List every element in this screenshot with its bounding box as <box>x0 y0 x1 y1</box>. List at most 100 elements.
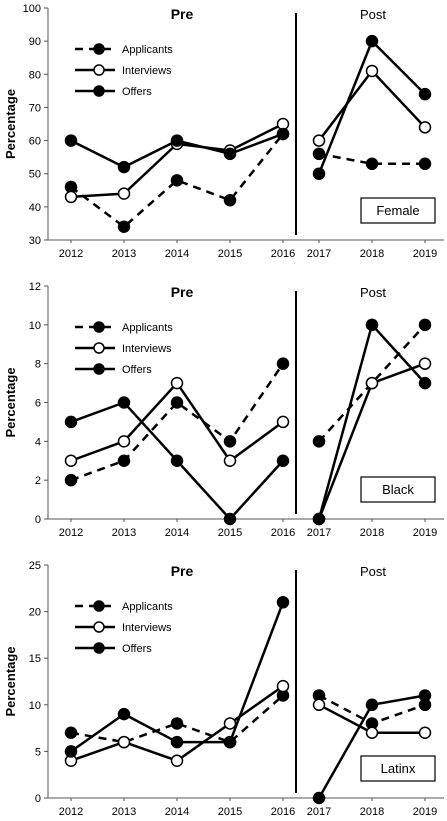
data-point-applicants-post <box>418 318 432 332</box>
data-point-applicants-pre <box>170 174 184 187</box>
y-tick-label: 2 <box>35 475 41 487</box>
data-point-applicants-pre <box>170 717 184 730</box>
legend-marker-applicants <box>93 600 105 612</box>
period-label-pre: Pre <box>171 563 194 579</box>
y-tick-label: 60 <box>29 136 41 148</box>
data-point-applicants-pre <box>223 193 237 207</box>
data-point-applicants-pre <box>117 454 131 467</box>
data-point-interviews-pre <box>276 679 290 693</box>
data-point-applicants-post <box>418 157 432 171</box>
data-point-interviews-post <box>312 134 326 147</box>
data-point-applicants-pre <box>223 435 237 448</box>
period-label-pre: Pre <box>171 284 194 300</box>
legend-label-offers: Offers <box>122 364 152 376</box>
data-point-applicants-pre <box>276 357 290 370</box>
x-tick-label: 2018 <box>360 248 384 260</box>
x-tick-label: 2012 <box>59 248 83 260</box>
y-tick-label: 20 <box>29 607 41 619</box>
series-offers <box>64 318 432 526</box>
data-point-interviews-pre <box>117 187 131 200</box>
legend-marker-offers <box>93 363 105 375</box>
series-interviews <box>64 357 432 526</box>
x-tick-label: 2019 <box>413 248 437 260</box>
chart-panel-black: 0 2 4 6 8 10 12 Percentage 2012 2013 2014 2015 2016 2… <box>3 281 444 539</box>
data-point-interviews-pre <box>64 454 78 467</box>
x-tick-label: 2015 <box>218 806 242 818</box>
data-point-offers-post <box>312 512 326 526</box>
data-point-offers-post <box>312 791 326 805</box>
y-tick-label: 25 <box>29 560 41 572</box>
data-point-applicants-post <box>312 147 326 161</box>
y-tick-label: 80 <box>29 69 41 81</box>
group-label: Female <box>376 203 419 218</box>
data-point-offers-pre <box>170 735 184 749</box>
x-tick-label: 2019 <box>413 806 437 818</box>
chart-panel-latinx: 0 5 10 15 20 25 Percentage 2012 2013 2014 2015 2016… <box>3 560 444 818</box>
data-point-interviews-pre <box>117 735 131 749</box>
period-label-post: Post <box>360 564 386 579</box>
y-tick-label: 30 <box>29 235 41 247</box>
data-point-offers-post <box>365 318 379 332</box>
data-point-offers-pre <box>276 454 290 467</box>
x-tick-label: 2016 <box>271 248 295 260</box>
x-tick-label: 2015 <box>218 248 242 260</box>
legend-label-interviews: Interviews <box>122 622 172 634</box>
data-point-applicants-post <box>365 157 379 171</box>
data-point-offers-pre <box>64 134 78 147</box>
data-point-interviews-pre <box>223 717 237 730</box>
data-point-offers-pre <box>276 596 290 609</box>
data-point-interviews-post <box>418 121 432 134</box>
data-point-interviews-pre <box>170 754 184 767</box>
data-point-interviews-post <box>365 726 379 740</box>
period-label-post: Post <box>360 7 386 22</box>
data-point-interviews-post <box>312 698 326 712</box>
y-tick-label: 40 <box>29 202 41 214</box>
data-point-offers-pre <box>223 147 237 161</box>
y-tick-label: 8 <box>35 359 41 371</box>
data-point-offers-post <box>418 87 432 101</box>
series-offers <box>64 596 432 805</box>
y-axis-title: Percentage <box>3 89 18 159</box>
y-tick-label: 70 <box>29 102 41 114</box>
x-tick-label: 2017 <box>307 527 331 539</box>
x-tick-label: 2016 <box>271 806 295 818</box>
group-label-box <box>360 197 436 224</box>
y-axis-title: Percentage <box>3 367 18 437</box>
series-line-interviews-post <box>318 69 426 142</box>
series-line-offers-post <box>317 39 426 175</box>
group-label-box <box>360 755 436 782</box>
data-point-interviews-post <box>418 357 432 370</box>
data-point-applicants-post <box>312 435 326 448</box>
y-tick-label: 4 <box>35 436 41 448</box>
y-tick-label: 5 <box>35 746 41 758</box>
x-tick-label: 2013 <box>112 527 136 539</box>
data-point-interviews-post <box>365 64 379 78</box>
period-label-post: Post <box>360 285 386 300</box>
data-point-applicants-pre <box>64 473 78 487</box>
y-axis-title: Percentage <box>3 646 18 716</box>
data-point-offers-post <box>365 698 379 712</box>
data-point-interviews-post <box>365 376 379 390</box>
series-interviews <box>64 679 432 767</box>
y-tick-label: 90 <box>29 36 41 48</box>
legend-label-applicants: Applicants <box>122 44 173 56</box>
series-interviews <box>64 64 432 204</box>
data-point-offers-pre <box>223 735 237 749</box>
data-point-interviews-pre <box>276 415 290 429</box>
series-line-applicants-post <box>318 152 425 166</box>
data-point-offers-pre <box>64 745 78 758</box>
x-tick-label: 2018 <box>360 527 384 539</box>
y-tick-label: 0 <box>35 793 41 805</box>
period-label-pre: Pre <box>171 6 194 22</box>
data-point-offers-post <box>418 376 432 390</box>
data-point-interviews-pre <box>223 454 237 467</box>
legend-label-applicants: Applicants <box>122 601 173 613</box>
series-line-applicants-pre <box>70 133 284 228</box>
x-tick-label: 2012 <box>59 527 83 539</box>
y-tick-label: 10 <box>29 700 41 712</box>
group-label: Black <box>382 482 414 497</box>
x-tick-label: 2015 <box>218 527 242 539</box>
group-label-box <box>360 476 436 503</box>
y-tick-label: 12 <box>29 281 41 293</box>
